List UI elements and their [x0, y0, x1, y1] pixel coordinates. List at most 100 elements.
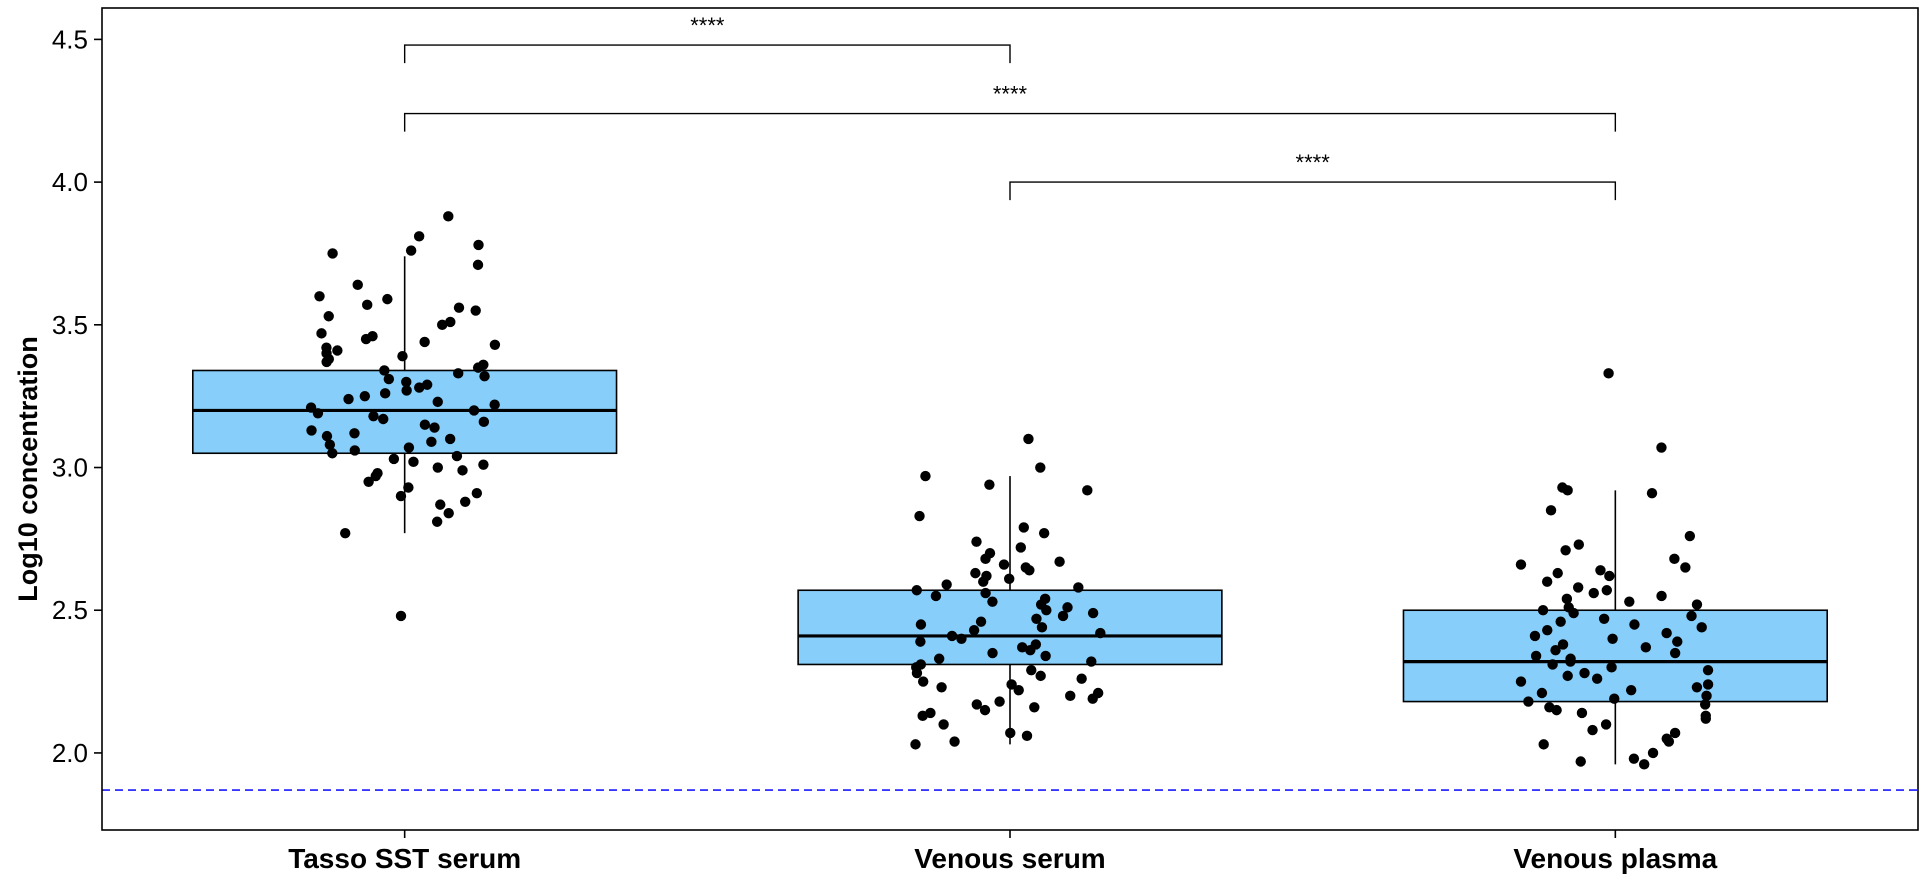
- data-point: [472, 259, 484, 271]
- data-point: [1601, 585, 1613, 596]
- data-point: [1076, 673, 1087, 684]
- data-point: [1545, 505, 1557, 516]
- data-point: [1604, 570, 1615, 582]
- data-point: [1006, 679, 1017, 690]
- data-point: [429, 422, 440, 433]
- data-point: [1702, 679, 1714, 690]
- data-point: [472, 362, 484, 373]
- data-point: [432, 462, 444, 473]
- data-point: [1699, 699, 1711, 710]
- data-point: [1087, 607, 1099, 619]
- data-point: [349, 445, 360, 456]
- data-point: [971, 699, 983, 710]
- data-point: [987, 596, 998, 607]
- data-point: [489, 399, 500, 410]
- data-point: [1538, 739, 1549, 750]
- data-point: [453, 368, 464, 379]
- data-point: [946, 630, 958, 642]
- data-point: [1595, 565, 1606, 576]
- data-point: [401, 376, 412, 388]
- points-layer: [305, 211, 1714, 770]
- significance-label: ****: [690, 13, 725, 38]
- data-point: [1672, 636, 1683, 647]
- data-point: [1038, 527, 1050, 539]
- y-axis: 2.0 2.5 3.0 3.5 4.0 4.5: [52, 24, 102, 768]
- y-tick-label: 2.0: [52, 738, 88, 768]
- data-point: [1062, 602, 1073, 613]
- data-point: [403, 442, 415, 453]
- data-point: [1628, 753, 1640, 764]
- data-point: [915, 619, 927, 630]
- data-point: [383, 373, 395, 385]
- data-point: [1587, 724, 1598, 736]
- data-point: [1600, 719, 1612, 730]
- data-point: [968, 625, 980, 636]
- data-point: [978, 576, 989, 587]
- data-point: [321, 430, 333, 442]
- data-point: [1575, 756, 1586, 767]
- data-point: [1701, 690, 1712, 702]
- data-point: [359, 390, 371, 402]
- data-point: [324, 439, 336, 450]
- data-point: [1024, 565, 1035, 576]
- data-point: [1669, 727, 1681, 739]
- data-point: [1029, 702, 1040, 713]
- data-point: [382, 293, 393, 305]
- data-point: [1629, 619, 1640, 630]
- data-point: [437, 319, 448, 331]
- data-point: [1550, 644, 1561, 656]
- data-point: [930, 590, 942, 602]
- data-point: [1606, 662, 1617, 673]
- data-point: [917, 676, 929, 687]
- data-point: [1669, 647, 1681, 659]
- data-point: [395, 610, 407, 622]
- data-point: [312, 408, 324, 419]
- data-point: [1560, 545, 1571, 556]
- data-point: [1537, 605, 1549, 616]
- data-point: [1573, 539, 1584, 550]
- data-point: [362, 299, 373, 311]
- data-point: [1003, 573, 1015, 585]
- data-point: [910, 739, 921, 750]
- data-point: [998, 559, 1010, 570]
- data-point: [473, 239, 484, 251]
- data-point: [1021, 730, 1033, 742]
- data-point: [994, 696, 1005, 707]
- data-point: [1026, 664, 1037, 676]
- data-point: [1576, 707, 1588, 719]
- data-point: [1541, 576, 1553, 587]
- data-point: [327, 248, 338, 259]
- data-point: [457, 465, 468, 476]
- data-point: [1017, 642, 1028, 653]
- data-point: [1646, 488, 1658, 499]
- data-point: [956, 633, 967, 644]
- data-point: [1640, 642, 1652, 653]
- data-point: [1073, 582, 1084, 593]
- data-point: [1663, 736, 1675, 747]
- data-point: [478, 416, 490, 428]
- y-tick-label: 4.0: [52, 167, 88, 197]
- data-point: [363, 476, 374, 487]
- data-point: [1040, 650, 1051, 662]
- data-point: [1647, 747, 1659, 759]
- x-category-label: Tasso SST serum: [288, 843, 521, 874]
- y-axis-title: Log10 concentration: [13, 336, 43, 602]
- data-point: [327, 448, 338, 459]
- data-point: [917, 710, 928, 722]
- data-point: [984, 479, 995, 490]
- data-point: [340, 527, 351, 539]
- data-point: [1680, 562, 1691, 573]
- data-point: [1691, 682, 1703, 693]
- data-point: [478, 459, 489, 470]
- data-point: [1669, 553, 1680, 565]
- data-point: [1609, 693, 1620, 704]
- data-point: [1607, 633, 1618, 644]
- data-point: [1579, 667, 1590, 679]
- data-point: [431, 516, 443, 527]
- data-point: [1013, 684, 1024, 696]
- data-point: [1041, 605, 1052, 616]
- data-point: [1025, 644, 1036, 656]
- data-point: [1087, 693, 1098, 704]
- data-point: [1638, 759, 1650, 770]
- data-point: [1054, 556, 1065, 567]
